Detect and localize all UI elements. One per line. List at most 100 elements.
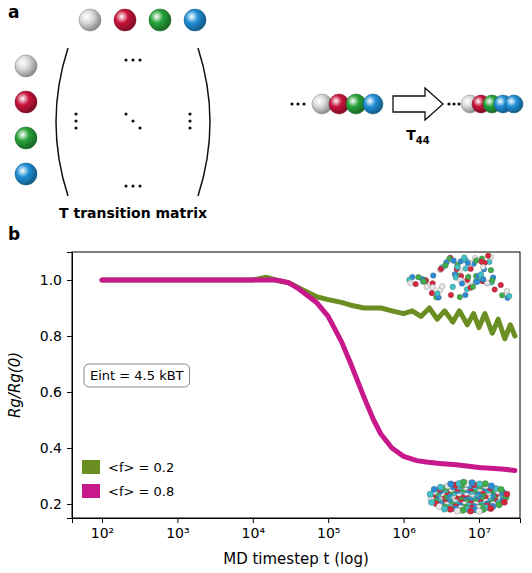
inset-atom [437, 484, 443, 490]
inset-atom [461, 255, 467, 261]
x-axis-title: MD timestep t (log) [223, 550, 369, 568]
inset-atom [476, 481, 482, 487]
x-axis: 10²10³10⁴10⁵10⁶10⁷ [73, 518, 521, 541]
inset-atom [431, 486, 437, 492]
y-tick: 0.2 [40, 496, 72, 512]
y-axis-title: Rg/Rg(0) [6, 352, 24, 418]
ellipsis-dot [452, 102, 455, 105]
ellipsis-dot [138, 126, 141, 129]
y-tick-label: 0.2 [40, 496, 62, 512]
inset-atom [468, 266, 474, 272]
x-tick-label: 10⁴ [242, 525, 266, 541]
inset-atom [474, 279, 480, 285]
inset-atom [465, 274, 471, 280]
y-axis-line [67, 253, 73, 519]
ellipsis-dot [188, 126, 191, 129]
x-tick-mark [479, 518, 480, 523]
ellipsis-dot [188, 119, 191, 122]
inset-atom [441, 506, 447, 512]
inset-atom [480, 277, 486, 283]
ellipsis-dot [188, 112, 191, 115]
x-axis-line [73, 519, 521, 524]
y-tick-mark [67, 280, 72, 281]
arrow [393, 88, 443, 120]
inset-atom [479, 259, 485, 265]
inset-atom [459, 281, 465, 287]
x-tick-mark [404, 518, 405, 523]
ellipsis-dot [124, 184, 127, 187]
ellipsis-dot [74, 126, 77, 129]
inset-atom [489, 278, 495, 284]
y-tick: 0.8 [40, 328, 72, 344]
inset-atom [498, 486, 504, 492]
y-tick-mark [67, 504, 72, 505]
inset-atom [492, 287, 498, 293]
inset-atom [463, 292, 469, 298]
inset-atom [478, 272, 484, 278]
inset-atom [451, 258, 457, 264]
x-tick: 10⁷ [468, 518, 491, 541]
matrix-bracket [198, 48, 210, 196]
x-tick-label: 10³ [166, 525, 189, 541]
y-tick-label: 0.4 [40, 440, 62, 456]
inset-atom [488, 505, 494, 511]
inset-atom [413, 281, 419, 287]
bead [15, 163, 37, 185]
inset-atom [438, 266, 444, 272]
inset-atom [448, 481, 454, 487]
legend-swatch [82, 484, 100, 498]
ellipsis-dot [290, 102, 293, 105]
inset-atom [488, 483, 494, 489]
inset-atom [416, 274, 422, 280]
x-tick-label: 10² [91, 525, 114, 541]
inset-coil [407, 253, 513, 301]
inset-atom [504, 491, 510, 497]
inset-atom [467, 508, 473, 514]
ellipsis-dot [124, 58, 127, 61]
x-tick-mark [177, 518, 178, 523]
legend: <f> = 0.2<f> = 0.8 [82, 460, 174, 499]
inset-atom [450, 284, 456, 290]
ellipsis-dot [131, 119, 134, 122]
inset-atom [480, 264, 486, 270]
annotation-box [84, 364, 190, 387]
ellipsis-dot [138, 58, 141, 61]
inset-atom [421, 279, 427, 285]
x-tick: 10⁶ [392, 518, 416, 541]
inset-atom [408, 280, 414, 286]
inset-atom [437, 267, 443, 273]
y-tick: 0.4 [40, 440, 72, 456]
bead [184, 9, 206, 31]
bead [149, 9, 171, 31]
y-tick: 1.0 [40, 272, 72, 288]
panel-a: aT transition matrixT44 [8, 2, 523, 221]
x-tick-mark [102, 518, 103, 523]
inset-atom [498, 282, 504, 288]
inset-atom [420, 279, 426, 285]
inset-atom [430, 273, 436, 279]
x-tick: 10⁴ [242, 518, 266, 541]
inset-atom [469, 480, 475, 486]
bead [363, 94, 383, 114]
inset-atom [455, 264, 461, 270]
annotation: Eint = 4.5 kBT [84, 364, 190, 387]
x-tick-mark [253, 518, 254, 523]
panel-label: b [8, 224, 20, 244]
bead [505, 95, 523, 113]
matrix-bracket [56, 48, 68, 196]
ellipsis-dot [131, 184, 134, 187]
plot-frame [72, 252, 520, 518]
ellipsis-dot [138, 184, 141, 187]
bead [15, 127, 37, 149]
legend-swatch [82, 460, 100, 474]
inset-atom [485, 253, 491, 259]
x-tick: 10³ [166, 518, 189, 541]
ellipsis-dot [457, 102, 460, 105]
ellipsis-dot [74, 119, 77, 122]
bead [15, 55, 37, 77]
ellipsis-dot [74, 112, 77, 115]
inset-atom [424, 284, 430, 290]
panel-b: b10²10³10⁴10⁵10⁶10⁷0.20.40.60.81.0MD tim… [6, 224, 521, 568]
inset-atom [447, 506, 453, 512]
x-tick: 10² [91, 518, 114, 541]
